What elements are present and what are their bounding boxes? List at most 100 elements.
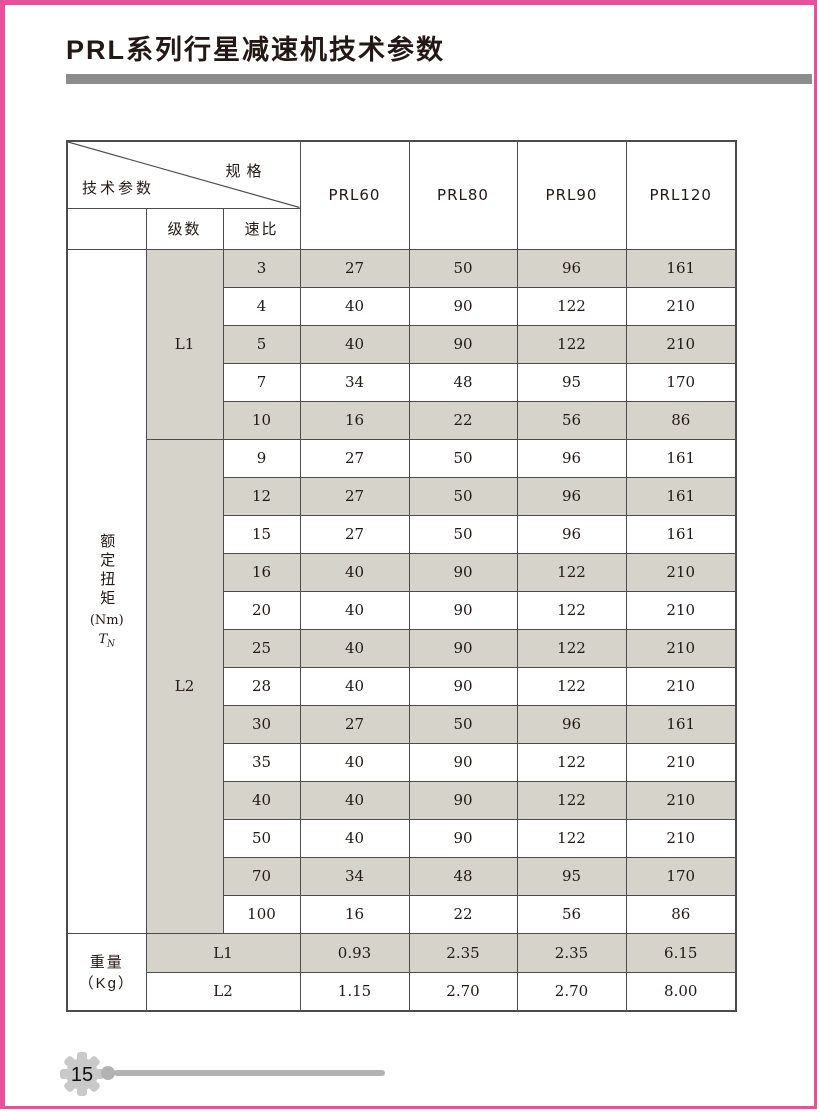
spec-label: 规格 <box>225 163 268 180</box>
footer-decoration: 15 <box>60 1052 385 1096</box>
gear-icon: 15 <box>60 1052 104 1096</box>
value-cell: 27 <box>299 514 410 554</box>
table-row: 5 40 90 122 210 <box>67 324 737 364</box>
ratio-cell: 28 <box>222 666 301 706</box>
table-row: 7 34 48 95 170 <box>67 362 737 402</box>
value-cell: 122 <box>516 552 627 592</box>
value-cell: 40 <box>299 286 410 326</box>
column-header-prl90: PRL90 <box>516 140 627 250</box>
value-cell: 210 <box>625 324 737 364</box>
table-row: 50 40 90 122 210 <box>67 818 737 858</box>
value-cell: 122 <box>516 286 627 326</box>
weight-stage-cell: L1 <box>145 932 301 973</box>
value-cell: 210 <box>625 590 737 630</box>
stage-l1-cell: L1 <box>145 248 224 440</box>
value-cell: 40 <box>299 666 410 706</box>
value-cell: 90 <box>408 818 518 858</box>
value-cell: 96 <box>516 704 627 744</box>
table-row: 100 16 22 56 86 <box>67 894 737 934</box>
value-cell: 161 <box>625 438 737 478</box>
value-cell: 56 <box>516 894 627 934</box>
value-cell: 96 <box>516 514 627 554</box>
value-cell: 40 <box>299 742 410 782</box>
ratio-cell: 20 <box>222 590 301 630</box>
torque-label-text: 额定扭矩 <box>98 532 116 609</box>
value-cell: 56 <box>516 400 627 440</box>
torque-header-cell: 额定扭矩 (Nm) TN <box>66 248 147 934</box>
table-row: 20 40 90 122 210 <box>67 590 737 630</box>
ratio-cell: 35 <box>222 742 301 782</box>
header-row-1: 规格 技术参数 PRL60 PRL80 PRL90 PRL120 <box>66 140 737 250</box>
value-cell: 210 <box>625 780 737 820</box>
value-cell: 122 <box>516 590 627 630</box>
footer-rule <box>114 1070 385 1076</box>
value-cell: 40 <box>299 818 410 858</box>
value-cell: 90 <box>408 666 518 706</box>
value-cell: 40 <box>299 324 410 364</box>
value-cell: 122 <box>516 780 627 820</box>
page-title: PRL系列行星减速机技术参数 <box>66 35 445 65</box>
value-cell: 40 <box>299 628 410 668</box>
table-row: 30 27 50 96 161 <box>67 704 737 744</box>
value-cell: 16 <box>299 400 410 440</box>
column-header-prl120: PRL120 <box>625 140 737 250</box>
value-cell: 50 <box>408 514 518 554</box>
value-cell: 122 <box>516 818 627 858</box>
value-cell: 122 <box>516 666 627 706</box>
value-cell: 48 <box>408 856 518 896</box>
value-cell: 90 <box>408 286 518 326</box>
torque-unit-label: (Nm) <box>89 612 124 628</box>
ratio-cell: 12 <box>222 476 301 516</box>
ratio-column-header: 速比 <box>222 207 301 250</box>
value-cell: 210 <box>625 628 737 668</box>
ratio-cell: 9 <box>222 438 301 478</box>
value-cell: 48 <box>408 362 518 402</box>
value-cell: 6.15 <box>625 932 737 973</box>
value-cell: 90 <box>408 780 518 820</box>
table-row: 重量（Kg） L1 0.93 2.35 2.35 6.15 <box>66 932 737 1012</box>
value-cell: 2.35 <box>408 932 518 973</box>
value-cell: 16 <box>299 894 410 934</box>
value-cell: 170 <box>625 362 737 402</box>
value-cell: 161 <box>625 514 737 554</box>
value-cell: 27 <box>299 438 410 478</box>
value-cell: 86 <box>625 400 737 440</box>
value-cell: 210 <box>625 666 737 706</box>
value-cell: 90 <box>408 552 518 592</box>
value-cell: 95 <box>516 362 627 402</box>
table-row: 35 40 90 122 210 <box>67 742 737 782</box>
table-row: 28 40 90 122 210 <box>67 666 737 706</box>
value-cell: 34 <box>299 362 410 402</box>
page-number: 15 <box>71 1064 93 1086</box>
ratio-cell: 7 <box>222 362 301 402</box>
header-row-2: 级数 速比 <box>66 207 736 250</box>
ratio-cell: 4 <box>222 286 301 326</box>
table-row: 10 16 22 56 86 <box>67 400 737 440</box>
value-cell: 0.93 <box>299 932 410 973</box>
table-row: 40 40 90 122 210 <box>67 780 737 820</box>
value-cell: 40 <box>299 590 410 630</box>
value-cell: 161 <box>625 248 737 288</box>
torque-label: 额定扭矩 (Nm) TN <box>68 532 145 650</box>
page-border-top <box>0 0 817 5</box>
value-cell: 96 <box>516 248 627 288</box>
ratio-cell: 50 <box>222 818 301 858</box>
value-cell: 90 <box>408 628 518 668</box>
value-cell: 27 <box>299 704 410 744</box>
diagonal-header-cell: 规格 技术参数 <box>66 140 301 209</box>
value-cell: 1.15 <box>299 971 410 1012</box>
value-cell: 40 <box>299 780 410 820</box>
table-row: 额定扭矩 (Nm) TN L1 3 27 50 96 161 <box>66 248 737 934</box>
table-row: L2 9 27 50 96 161 <box>67 438 737 934</box>
value-cell: 86 <box>625 894 737 934</box>
value-cell: 40 <box>299 552 410 592</box>
value-cell: 122 <box>516 628 627 668</box>
ratio-cell: 3 <box>222 248 301 288</box>
value-cell: 2.70 <box>516 971 627 1012</box>
value-cell: 8.00 <box>625 971 737 1012</box>
value-cell: 90 <box>408 590 518 630</box>
value-cell: 50 <box>408 248 518 288</box>
column-header-prl60: PRL60 <box>299 140 410 250</box>
page-border-right <box>814 0 817 1109</box>
